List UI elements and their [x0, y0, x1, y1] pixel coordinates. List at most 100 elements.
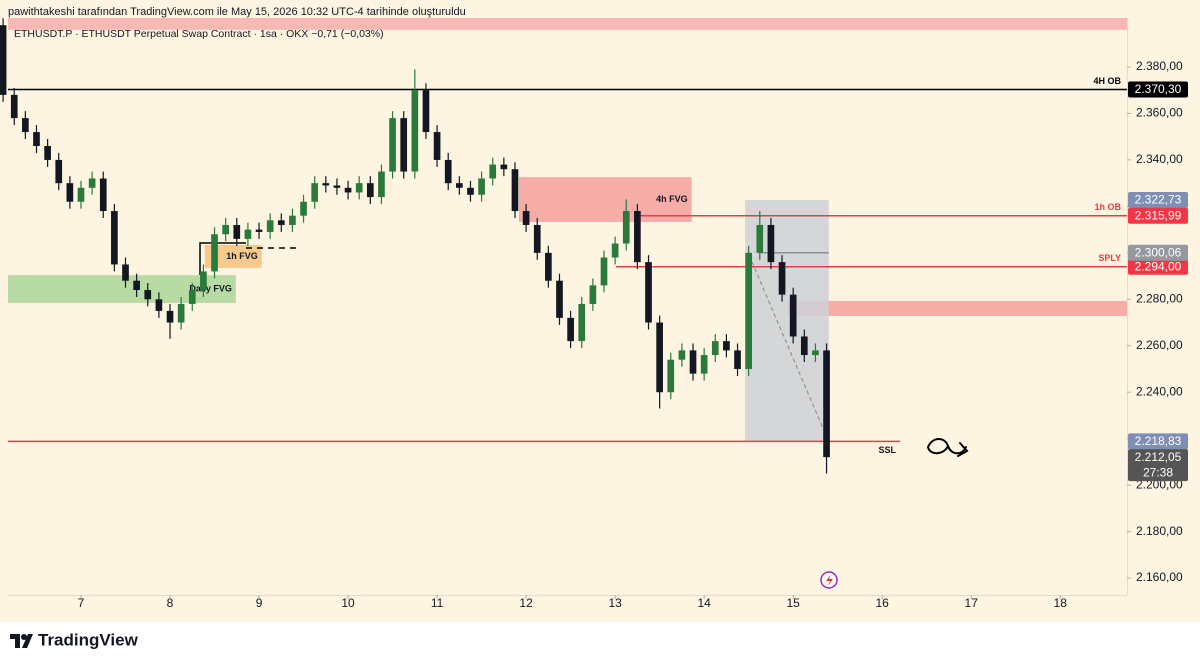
fvg-bracket — [199, 242, 246, 275]
candle-body — [422, 90, 430, 133]
y-tick-label: 2.180,00 — [1136, 524, 1183, 538]
candle-body — [188, 290, 196, 304]
level-label: SSL — [878, 445, 896, 455]
candle-body — [111, 211, 118, 265]
brand-logo — [10, 634, 33, 648]
candle-body — [756, 224, 764, 253]
zone — [204, 244, 262, 268]
candle-body — [344, 187, 352, 193]
x-tick-label: 9 — [256, 596, 263, 610]
candle-body — [244, 229, 252, 239]
candle-body — [478, 178, 485, 195]
candle-body — [678, 350, 686, 360]
candle-body — [0, 25, 7, 95]
candle-body — [545, 252, 552, 281]
x-tick-label: 15 — [786, 596, 800, 610]
candle-body — [211, 234, 218, 272]
logo-dot — [21, 634, 27, 640]
hand-arrow — [927, 438, 969, 457]
x-tick-label: 14 — [697, 596, 711, 610]
candle-body — [700, 355, 708, 374]
candle-body — [289, 215, 296, 225]
candle-body — [734, 350, 741, 369]
candle-body — [656, 322, 663, 393]
countdown: 27:38 — [1143, 465, 1173, 479]
zone — [787, 300, 1127, 317]
candle-body — [444, 159, 452, 184]
x-tick-label: 7 — [78, 596, 85, 610]
x-tick-label: 16 — [876, 596, 890, 610]
candle-body — [611, 243, 619, 258]
zones: 4h FVG 1h FVG Daily FVG — [8, 18, 1127, 442]
candle-body — [99, 178, 107, 212]
candle-body — [433, 132, 441, 160]
candle-body — [322, 183, 330, 186]
candle-body — [622, 211, 630, 244]
level-label: 4H OB — [1093, 76, 1121, 86]
candle-body — [411, 90, 419, 172]
candle-body — [155, 299, 163, 311]
x-tick-label: 10 — [341, 596, 355, 610]
x-tick-label: 8 — [167, 596, 174, 610]
candle-body — [22, 118, 29, 133]
candle-body — [177, 303, 185, 323]
candle-body — [378, 171, 385, 198]
candle-body — [500, 164, 508, 170]
candle-body — [567, 317, 574, 342]
attribution: pawithtakeshi tarafından TradingView.com… — [8, 6, 466, 18]
candle-body — [389, 118, 396, 172]
zone-label: Daily FVG — [189, 283, 232, 293]
candle-body — [355, 183, 363, 193]
candle-body — [467, 187, 474, 195]
candle-body — [456, 183, 463, 188]
candle-body — [300, 201, 307, 216]
y-tick-label: 2.260,00 — [1136, 338, 1183, 352]
zone-label: 1h FVG — [226, 251, 258, 261]
candle-body — [522, 211, 530, 225]
candle-body — [800, 336, 808, 356]
candle-body — [222, 224, 229, 235]
candle-body — [266, 220, 274, 232]
candle-body — [711, 341, 719, 356]
level-label: 1h OB — [1094, 202, 1121, 212]
candle-body — [166, 310, 174, 323]
candle-body — [10, 94, 18, 119]
y-tick-label: 2.240,00 — [1136, 384, 1183, 398]
level-tag-label: 2.294,00 — [1135, 259, 1182, 273]
logo-mark — [10, 634, 33, 648]
candle-body — [723, 341, 730, 351]
candle-body — [589, 285, 597, 304]
zone — [518, 177, 692, 222]
zone — [8, 18, 1127, 30]
candle-body — [511, 169, 519, 212]
brand: TradingView — [38, 630, 139, 649]
candle-body — [789, 294, 797, 337]
candle-body — [767, 224, 775, 263]
candle-body — [122, 264, 129, 281]
event-bolt — [826, 574, 833, 586]
candle-body — [600, 257, 608, 286]
candle-body — [689, 350, 697, 374]
candle-body — [311, 183, 319, 202]
candle-body — [144, 290, 152, 300]
y-tick-label: 2.340,00 — [1136, 152, 1183, 166]
candle-body — [77, 187, 85, 202]
candle-body — [489, 164, 497, 179]
x-tick-label: 13 — [608, 596, 622, 610]
y-tick-label: 2.160,00 — [1136, 570, 1183, 584]
x-tick-label: 12 — [519, 596, 533, 610]
level-tag — [1128, 207, 1188, 224]
level-tag-label: 2.300,06 — [1135, 245, 1182, 259]
y-tick-label: 2.280,00 — [1136, 291, 1183, 305]
zone-tag — [1128, 433, 1188, 450]
level-tag — [1128, 244, 1188, 261]
trend-dash — [751, 261, 829, 441]
candle-body — [778, 262, 786, 295]
candle-body — [533, 224, 541, 253]
candle-body — [667, 359, 675, 393]
last-price-label: 2.212,05 — [1135, 450, 1182, 464]
y-tick-label: 2.380,00 — [1136, 59, 1183, 73]
chart-legend: ETHUSDT.P · ETHUSDT Perpetual Swap Contr… — [14, 28, 384, 40]
x-tick-label: 18 — [1054, 596, 1068, 610]
